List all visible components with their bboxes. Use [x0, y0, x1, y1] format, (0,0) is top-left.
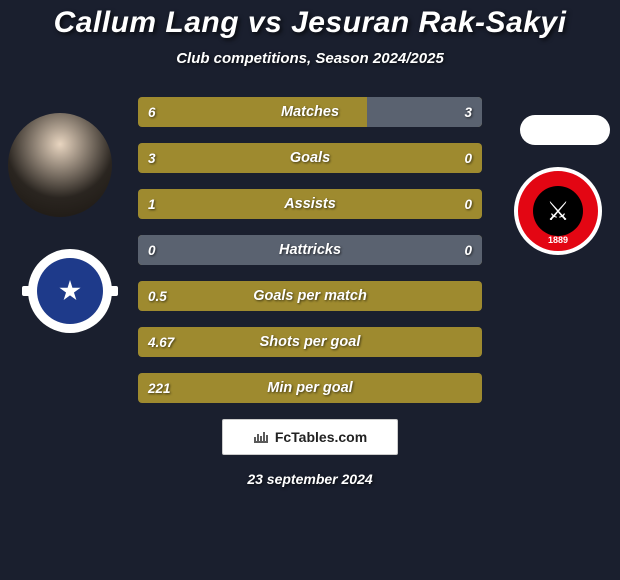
stat-label: Goals per match: [138, 288, 482, 304]
stat-value-right: 0: [464, 197, 472, 212]
club-inner: [37, 258, 103, 324]
stat-label: Matches: [138, 104, 482, 120]
site-badge[interactable]: FcTables.com: [222, 419, 398, 455]
stat-value-right: 0: [464, 243, 472, 258]
stat-bar: 221Min per goal: [138, 373, 482, 403]
stat-label: Goals: [138, 150, 482, 166]
stat-value-right: 0: [464, 151, 472, 166]
page-title: Callum Lang vs Jesuran Rak-Sakyi: [0, 6, 620, 40]
stat-bar: 4.67Shots per goal: [138, 327, 482, 357]
player1-club-badge: [28, 249, 112, 333]
player2-club-badge: ⚔ 1889: [514, 167, 602, 255]
star-icon: [59, 280, 81, 302]
stat-bar: 0.5Goals per match: [138, 281, 482, 311]
site-name: FcTables.com: [275, 429, 367, 445]
page-subtitle: Club competitions, Season 2024/2025: [0, 50, 620, 67]
stat-value-right: 3: [464, 105, 472, 120]
player2-avatar: [520, 115, 610, 145]
swords-icon: ⚔: [546, 196, 569, 227]
stat-bar: 6Matches3: [138, 97, 482, 127]
stat-bars: 6Matches33Goals01Assists00Hattricks00.5G…: [138, 97, 482, 403]
chart-icon: [253, 429, 269, 446]
stat-label: Hattricks: [138, 242, 482, 258]
club-inner: ⚔: [533, 186, 583, 236]
stat-label: Shots per goal: [138, 334, 482, 350]
stat-bar: 3Goals0: [138, 143, 482, 173]
stat-bar: 0Hattricks0: [138, 235, 482, 265]
player1-avatar: [8, 113, 112, 217]
stat-label: Assists: [138, 196, 482, 212]
comparison-infographic: Callum Lang vs Jesuran Rak-Sakyi Club co…: [0, 0, 620, 580]
stats-area: ⚔ 1889 6Matches33Goals01Assists00Hattric…: [0, 97, 620, 403]
date-label: 23 september 2024: [0, 471, 620, 487]
stat-label: Min per goal: [138, 380, 482, 396]
club-year: 1889: [548, 235, 568, 245]
stat-bar: 1Assists0: [138, 189, 482, 219]
